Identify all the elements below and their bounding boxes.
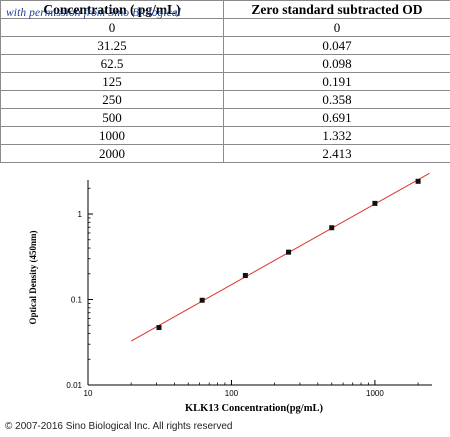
table-row: 250 0.358	[0, 90, 450, 109]
concentration-cell: 62.5	[0, 54, 224, 73]
y-tick-label: 0.1	[71, 296, 83, 305]
x-tick-label: 1000	[366, 389, 384, 398]
concentration-cell: 1000	[0, 126, 224, 145]
concentration-cell: 0	[0, 18, 224, 37]
watermark: with permission from Sino Biological	[6, 7, 182, 19]
data-point	[415, 178, 421, 184]
data-point	[156, 325, 162, 331]
standard-curve-chart: 0.01 0.1 1 10 100 1000 KLK13 Concentration(pg/…	[0, 172, 450, 417]
fit-line	[130, 172, 430, 342]
data-point	[372, 200, 378, 206]
table-row: 1000 1.332	[0, 126, 450, 145]
data-point	[242, 272, 248, 278]
concentration-cell: 31.25	[0, 36, 224, 55]
y-axis-title: Optical Density (450nm)	[28, 231, 38, 325]
table-row: 500 0.691	[0, 108, 450, 127]
od-cell: 0.691	[223, 108, 450, 127]
data-point	[329, 225, 335, 231]
y-tick-label: 0.01	[66, 381, 82, 390]
concentration-cell: 2000	[0, 144, 224, 163]
od-cell: 0.191	[223, 72, 450, 91]
chart-svg: 0.01 0.1 1 10 100 1000 KLK13 Concentration(pg/…	[28, 172, 432, 414]
y-tick-label: 1	[78, 210, 83, 219]
x-tick-label: 100	[225, 389, 239, 398]
concentration-cell: 250	[0, 90, 224, 109]
table-row: 2000 2.413	[0, 144, 450, 163]
copyright-text: © 2007-2016 Sino Biological Inc. All rig…	[5, 421, 233, 432]
od-cell: 0.358	[223, 90, 450, 109]
od-cell: 2.413	[223, 144, 450, 163]
x-tick-label: 10	[84, 389, 93, 398]
od-cell: 1.332	[223, 126, 450, 145]
x-axis-title: KLK13 Concentration(pg/mL)	[185, 403, 323, 414]
standard-curve-table: Concentration ( pg/mL) Zero standard sub…	[0, 0, 450, 164]
concentration-cell: 125	[0, 72, 224, 91]
od-cell: 0.047	[223, 36, 450, 55]
column-header-od: Zero standard subtracted OD	[223, 0, 450, 19]
data-point	[286, 249, 292, 255]
table-row: 125 0.191	[0, 72, 450, 91]
od-cell: 0.098	[223, 54, 450, 73]
concentration-cell: 500	[0, 108, 224, 127]
od-cell: 0	[223, 18, 450, 37]
data-table: Concentration ( pg/mL) Zero standard sub…	[0, 0, 450, 163]
table-row: 62.5 0.098	[0, 54, 450, 73]
table-row: 31.25 0.047	[0, 36, 450, 55]
data-point	[199, 297, 205, 303]
